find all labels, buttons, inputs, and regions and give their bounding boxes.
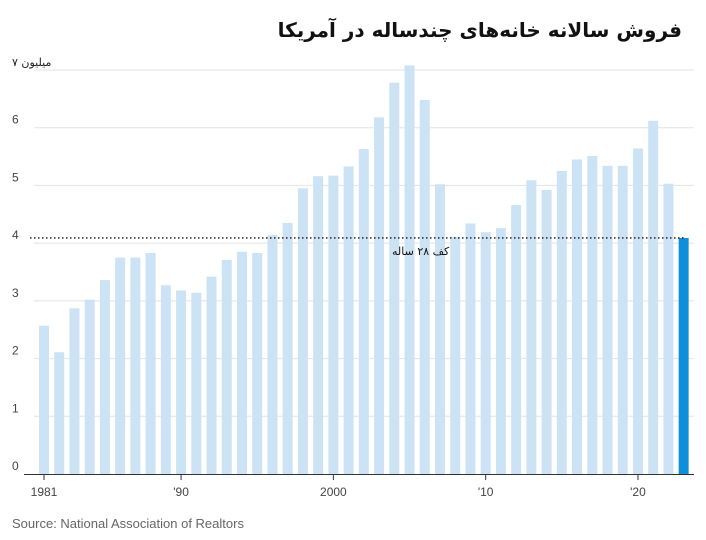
bar-2014 xyxy=(541,190,552,474)
bar-2016 xyxy=(572,159,583,474)
bar-2021 xyxy=(648,120,659,474)
bar-2017 xyxy=(587,155,598,474)
y-unit-label: ۷ میلیون xyxy=(12,56,51,69)
bar-chart: 0 1 2 3 4 5 6 ۷ میلیون کف ۲۸ ساله 1981 '90 2000 '… xyxy=(12,56,694,499)
x-tick-label: 1981 xyxy=(31,485,58,499)
x-tick-labels: 1981 '90 2000 '10 '20 xyxy=(31,474,646,499)
bar-1999 xyxy=(313,176,324,475)
bar-1991 xyxy=(191,292,202,474)
bar-1993 xyxy=(221,259,232,474)
bar-2015 xyxy=(556,171,567,474)
y-tick-labels: 0 1 2 3 4 5 6 xyxy=(12,113,19,473)
y-tick-label: 6 xyxy=(12,113,19,127)
y-tick-label: 0 xyxy=(12,459,19,473)
reference-line-label: کف ۲۸ ساله xyxy=(392,245,450,258)
bar-2018 xyxy=(602,165,613,474)
bar-1994 xyxy=(236,251,247,474)
bar-2010 xyxy=(480,232,491,474)
bar-1989 xyxy=(160,285,171,474)
bar-2013 xyxy=(526,180,537,474)
bar-2004 xyxy=(389,82,400,474)
bar-1992 xyxy=(206,276,217,474)
bar-2020 xyxy=(632,148,643,474)
bar-1998 xyxy=(297,188,308,475)
x-tick-label: '20 xyxy=(630,485,646,499)
y-tick-label: 3 xyxy=(12,286,19,300)
bar-2019 xyxy=(617,165,628,474)
x-tick-label: '90 xyxy=(173,485,189,499)
source-note: Source: National Association of Realtors xyxy=(12,516,244,531)
y-tick-label: 4 xyxy=(12,228,19,242)
bars xyxy=(39,65,689,475)
x-tick-label: 2000 xyxy=(320,485,347,499)
bar-2005 xyxy=(404,65,415,474)
bar-2000 xyxy=(328,175,339,475)
bar-1981 xyxy=(39,325,49,474)
bar-1984 xyxy=(84,299,95,474)
bar-1990 xyxy=(176,290,187,474)
bar-2001 xyxy=(343,166,354,474)
bar-2008 xyxy=(450,236,461,474)
bar-1987 xyxy=(130,257,141,474)
bar-1985 xyxy=(99,280,110,474)
bar-2011 xyxy=(495,228,506,474)
y-tick-label: 1 xyxy=(12,401,19,415)
bar-2012 xyxy=(511,205,522,474)
bar-2009 xyxy=(465,223,476,474)
bar-1995 xyxy=(252,252,263,474)
y-tick-label: 2 xyxy=(12,344,19,358)
bar-1983 xyxy=(69,308,80,474)
bar-1988 xyxy=(145,252,156,474)
bar-1982 xyxy=(54,352,65,474)
bar-1986 xyxy=(115,257,126,474)
bar-2023 xyxy=(678,237,689,474)
bar-1996 xyxy=(267,235,278,474)
y-tick-label: 5 xyxy=(12,170,19,184)
bar-2003 xyxy=(374,117,385,474)
bar-2022 xyxy=(663,183,674,474)
bar-2006 xyxy=(419,100,430,475)
bar-2002 xyxy=(358,149,369,474)
bar-1997 xyxy=(282,222,293,474)
bar-2007 xyxy=(434,184,445,474)
x-tick-label: '10 xyxy=(478,485,494,499)
chart-title: فروش سالانه خانه‌های چندساله در آمریکا xyxy=(277,18,682,42)
